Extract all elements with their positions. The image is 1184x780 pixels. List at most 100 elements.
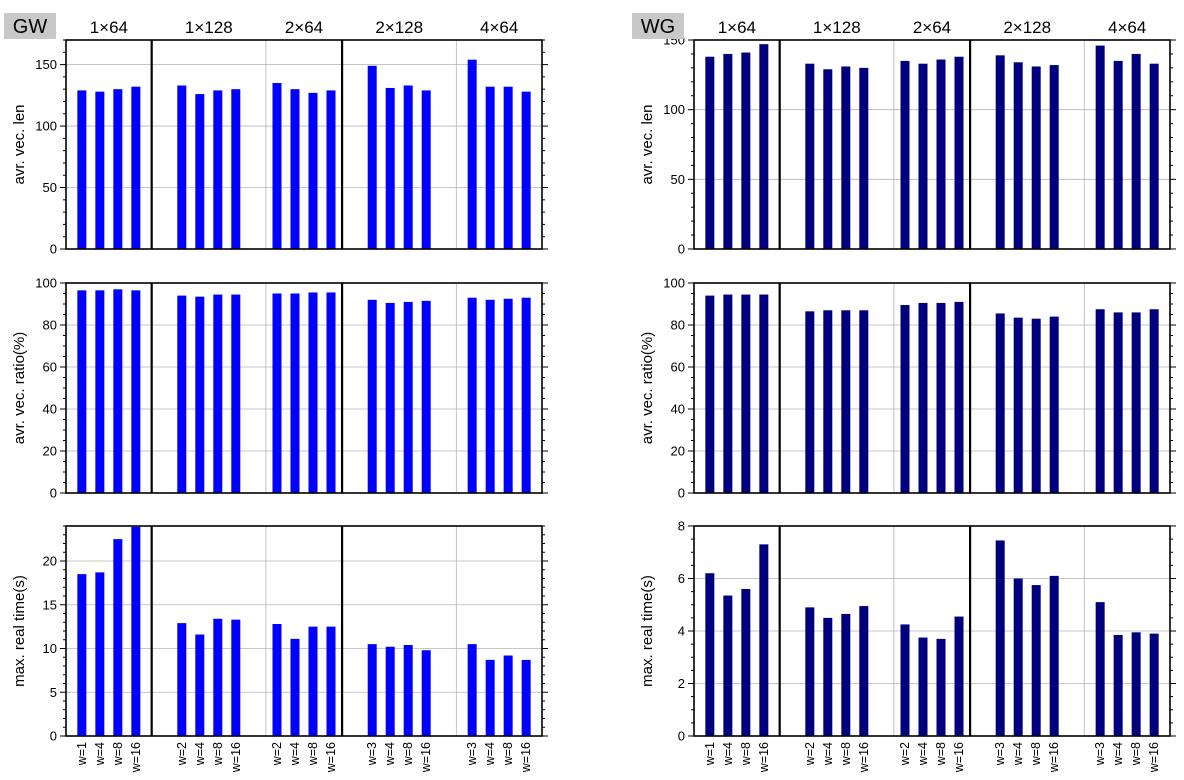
- bar: [77, 290, 86, 493]
- bar: [95, 92, 104, 249]
- bar: [95, 290, 104, 493]
- bar: [919, 638, 928, 736]
- y-tick-label: 50: [671, 172, 685, 187]
- bar: [291, 294, 300, 494]
- y-tick-label: 100: [663, 102, 685, 117]
- y-tick-label: 80: [671, 318, 685, 333]
- bar: [723, 596, 732, 736]
- worker-label: w=8: [211, 742, 225, 766]
- bar: [859, 606, 868, 736]
- y-tick-label: 40: [43, 402, 57, 417]
- y-tick-label: 100: [35, 119, 57, 134]
- chart-panel-4: 0 20 40 60 80 100 avr. vec. ratio(%): [639, 276, 1176, 501]
- bar: [231, 89, 240, 249]
- bar: [386, 647, 395, 736]
- bar: [723, 295, 732, 493]
- bar: [291, 89, 300, 249]
- bar: [422, 301, 431, 493]
- worker-label: w=16: [757, 742, 771, 773]
- bar: [759, 44, 768, 249]
- bar: [1032, 319, 1041, 493]
- bar: [937, 60, 946, 249]
- y-tick-label: 15: [43, 597, 57, 612]
- bar: [195, 94, 204, 249]
- bar: [937, 303, 946, 493]
- worker-label: w=4: [93, 742, 107, 766]
- worker-label: w=4: [288, 742, 302, 766]
- bar: [1014, 62, 1023, 249]
- worker-label: w=16: [324, 742, 338, 773]
- bar: [759, 544, 768, 736]
- bar: [504, 87, 513, 249]
- bar: [404, 85, 413, 249]
- y-tick-label: 150: [35, 57, 57, 72]
- bar: [291, 639, 300, 736]
- y-tick-label: 80: [43, 318, 57, 333]
- worker-label: w=16: [519, 742, 533, 773]
- config-label: 1×128: [813, 18, 861, 37]
- bar: [486, 300, 495, 493]
- bar: [273, 83, 282, 249]
- bar: [131, 87, 140, 249]
- bar: [213, 90, 222, 249]
- bar: [422, 650, 431, 736]
- worker-label: w=3: [1093, 742, 1107, 766]
- bar: [805, 311, 814, 493]
- bar: [741, 53, 750, 249]
- config-label: 2×64: [913, 18, 951, 37]
- bar: [131, 290, 140, 493]
- bar: [705, 296, 714, 493]
- worker-label: w=8: [501, 742, 515, 766]
- bar: [955, 57, 964, 249]
- bar: [919, 303, 928, 493]
- bar: [823, 310, 832, 493]
- bar: [486, 660, 495, 736]
- y-tick-label: 20: [43, 554, 57, 569]
- bar: [1150, 634, 1159, 736]
- bar: [955, 617, 964, 736]
- y-tick-label: 0: [50, 486, 57, 501]
- bar: [1132, 632, 1141, 736]
- worker-label: w=8: [739, 742, 753, 766]
- bar: [741, 589, 750, 736]
- bar: [368, 300, 377, 493]
- config-label: 1×128: [185, 18, 233, 37]
- worker-label: w=3: [993, 742, 1007, 766]
- y-tick-label: 20: [671, 444, 685, 459]
- bar: [213, 619, 222, 736]
- bar: [77, 90, 86, 249]
- worker-label: w=16: [857, 742, 871, 773]
- chart-panel-0: 0 50 100 150 avr. vec. len GW 1×64 1×128 2×64 2×1…: [4, 13, 548, 257]
- worker-label: w=4: [193, 742, 207, 766]
- worker-label: w=16: [419, 742, 433, 773]
- worker-label: w=8: [401, 742, 415, 766]
- worker-label: w=1: [703, 742, 717, 766]
- bar: [741, 295, 750, 493]
- bar: [231, 295, 240, 493]
- bar: [1050, 576, 1059, 736]
- bar: [177, 623, 186, 736]
- bar: [841, 310, 850, 493]
- bar: [996, 540, 1005, 736]
- bar: [1114, 61, 1123, 249]
- chart-panel-2: 05101520max. real time(s)w=1 w=4 w=8 w=16 w=…: [11, 526, 548, 773]
- worker-label: w=16: [952, 742, 966, 773]
- bar: [901, 624, 910, 736]
- worker-label: w=4: [721, 742, 735, 766]
- bar: [996, 313, 1005, 493]
- y-axis-label: avr. vec. len: [639, 104, 656, 184]
- bar: [705, 573, 714, 736]
- bar: [273, 624, 282, 736]
- bar: [309, 93, 318, 249]
- bar: [468, 298, 477, 493]
- bar: [327, 627, 336, 736]
- worker-label: w=1: [75, 742, 89, 766]
- config-label: 2×128: [375, 18, 423, 37]
- bar: [113, 89, 122, 249]
- bar: [504, 299, 513, 493]
- bar: [504, 656, 513, 737]
- config-label: 4×64: [480, 18, 518, 37]
- bar: [1132, 54, 1141, 249]
- worker-label: w=8: [839, 742, 853, 766]
